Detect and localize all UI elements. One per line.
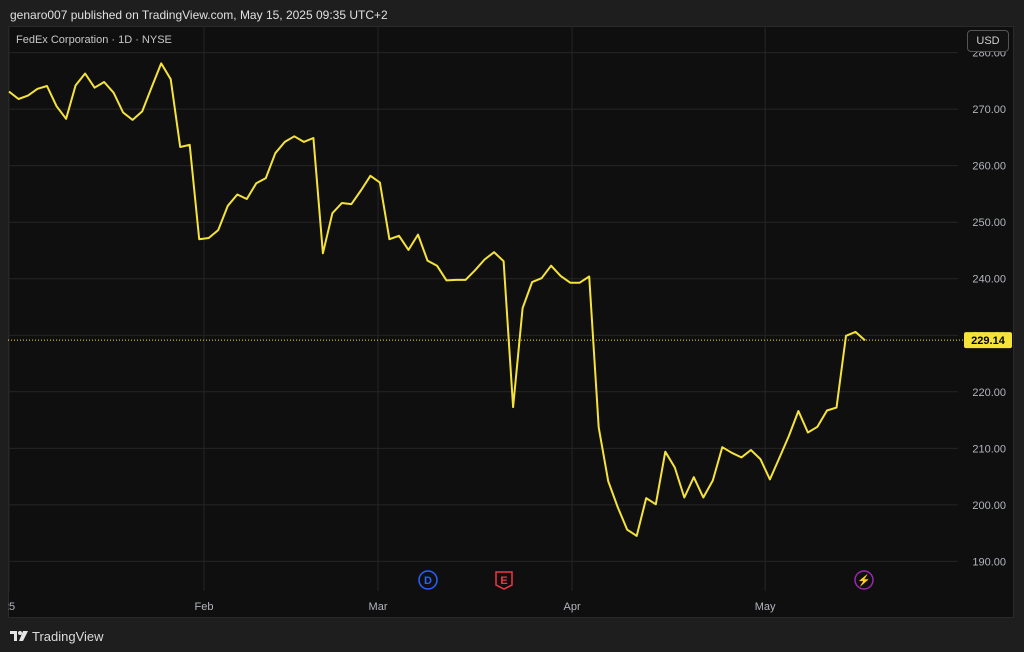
- x-tick-label: Feb: [194, 601, 213, 613]
- y-tick-label: 220.00: [972, 387, 1006, 399]
- chart-grid: [8, 26, 958, 591]
- price-series-line: [8, 62, 866, 537]
- dividend-marker-icon[interactable]: D: [418, 570, 438, 590]
- y-tick-label: 270.00: [972, 104, 1006, 116]
- brand-name: TradingView: [32, 629, 104, 644]
- x-tick-label: Mar: [369, 601, 388, 613]
- x-tick-label: 25: [8, 601, 15, 613]
- last-price-layer: 229.14: [8, 332, 1012, 349]
- published-info: genaro007 published on TradingView.com, …: [10, 8, 388, 22]
- marker-label: D: [424, 575, 432, 587]
- symbol-title: FedEx Corporation · 1D · NYSE: [16, 34, 172, 46]
- marker-label: E: [500, 575, 507, 587]
- tradingview-logo-icon: [10, 631, 28, 641]
- marker-label: ⚡: [857, 574, 871, 587]
- currency-button[interactable]: USD: [967, 30, 1009, 52]
- event-lightning-icon[interactable]: ⚡: [854, 570, 874, 590]
- y-tick-label: 210.00: [972, 443, 1006, 455]
- y-tick-label: 200.00: [972, 500, 1006, 512]
- x-axis: 25 Feb Mar Apr May: [8, 601, 776, 613]
- footer-bar: TradingView: [0, 620, 1024, 652]
- chart-panel[interactable]: [8, 26, 1014, 618]
- last-price-label: 229.14: [971, 335, 1006, 347]
- y-axis: 190.00200.00210.00220.00230.00240.00250.…: [972, 48, 1006, 569]
- y-tick-label: 240.00: [972, 274, 1006, 286]
- y-tick-label: 260.00: [972, 161, 1006, 173]
- event-markers: D E ⚡: [418, 570, 874, 590]
- earnings-marker-icon[interactable]: E: [495, 571, 513, 590]
- x-tick-label: May: [755, 601, 776, 613]
- last-price-badge: [964, 332, 1012, 349]
- x-tick-label: Apr: [563, 601, 580, 613]
- y-tick-label: 190.00: [972, 556, 1006, 568]
- price-chart[interactable]: 190.00200.00210.00220.00230.00240.00250.…: [8, 26, 1014, 618]
- y-tick-label: 250.00: [972, 217, 1006, 229]
- publication-header: genaro007 published on TradingView.com, …: [0, 0, 1024, 28]
- series-layer: [8, 62, 866, 537]
